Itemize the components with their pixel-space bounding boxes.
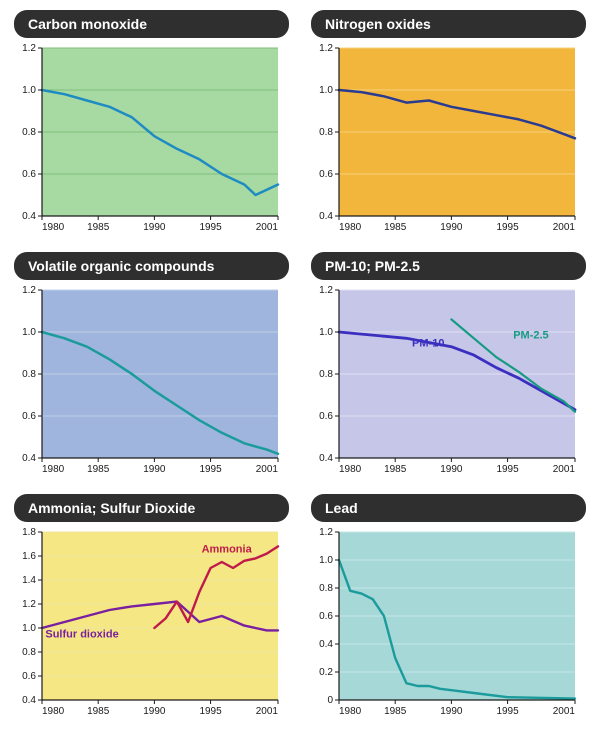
svg-text:1.0: 1.0: [319, 555, 333, 566]
svg-text:1980: 1980: [42, 464, 65, 475]
svg-text:1990: 1990: [440, 464, 463, 475]
svg-text:0.8: 0.8: [22, 369, 36, 380]
charts-grid: Carbon monoxide 0.4 0.6 0.8 1.0 1.2 1980 1985 19…: [0, 0, 600, 728]
svg-text:2001: 2001: [553, 222, 576, 233]
svg-text:1995: 1995: [496, 706, 519, 717]
svg-text:1.0: 1.0: [319, 327, 333, 338]
svg-text:0.6: 0.6: [319, 411, 333, 422]
nh3so2-chart: Sulfur dioxide Ammonia 0.4 0.6 0.8 1.0 1.2 1.4 1…: [14, 528, 284, 718]
panel-nh3so2: Ammonia; Sulfur Dioxide Sulfur dioxide Amm…: [14, 494, 289, 718]
svg-text:1985: 1985: [384, 706, 407, 717]
svg-text:0.6: 0.6: [319, 611, 333, 622]
svg-text:0.6: 0.6: [22, 169, 36, 180]
svg-text:1.2: 1.2: [22, 286, 36, 296]
svg-text:1.8: 1.8: [22, 528, 36, 538]
panel-pm: PM-10; PM-2.5 PM-10 PM-2.5 0.4 0.6 0.8 1.0 1.2 1…: [311, 252, 586, 476]
co-title: Carbon monoxide: [14, 10, 289, 38]
svg-text:1990: 1990: [143, 464, 166, 475]
svg-text:0.4: 0.4: [319, 639, 333, 650]
svg-text:1990: 1990: [143, 222, 166, 233]
svg-text:1985: 1985: [87, 222, 110, 233]
svg-text:1.4: 1.4: [22, 575, 36, 586]
svg-text:1.0: 1.0: [22, 85, 36, 96]
svg-text:1990: 1990: [440, 706, 463, 717]
svg-text:1995: 1995: [199, 706, 222, 717]
panel-nox: Nitrogen oxides 0.4 0.6 0.8 1.0 1.2 1980 1985 19…: [311, 10, 586, 234]
svg-text:0.4: 0.4: [22, 695, 36, 706]
svg-text:0.8: 0.8: [319, 583, 333, 594]
svg-text:2001: 2001: [256, 222, 279, 233]
svg-text:0.4: 0.4: [319, 211, 333, 222]
svg-text:1.2: 1.2: [319, 528, 333, 538]
svg-text:2001: 2001: [553, 464, 576, 475]
voc-chart: 0.4 0.6 0.8 1.0 1.2 1980 1985 1990 1995 2001: [14, 286, 284, 476]
lead-title: Lead: [311, 494, 586, 522]
svg-text:1980: 1980: [42, 222, 65, 233]
svg-text:1.0: 1.0: [22, 327, 36, 338]
svg-text:1995: 1995: [496, 464, 519, 475]
svg-text:1.0: 1.0: [319, 85, 333, 96]
svg-text:0.8: 0.8: [319, 127, 333, 138]
lead-chart: 0 0.2 0.4 0.6 0.8 1.0 1.2 1980 1985 1990 1995 2001: [311, 528, 581, 718]
svg-text:0.8: 0.8: [22, 127, 36, 138]
svg-text:0.4: 0.4: [22, 211, 36, 222]
nh3so2-label-sulfur-dioxide: Sulfur dioxide: [45, 629, 118, 641]
svg-text:1990: 1990: [143, 706, 166, 717]
svg-text:0.6: 0.6: [22, 411, 36, 422]
svg-text:0.6: 0.6: [22, 671, 36, 682]
svg-text:1.6: 1.6: [22, 551, 36, 562]
svg-text:1985: 1985: [384, 222, 407, 233]
pm-label-pm-10: PM-10: [412, 338, 444, 350]
svg-text:1.2: 1.2: [319, 286, 333, 296]
nh3so2-label-ammonia: Ammonia: [202, 543, 253, 555]
panel-lead: Lead 0 0.2 0.4 0.6 0.8 1.0 1.2 1980 1985 1990 1995 2…: [311, 494, 586, 718]
svg-text:0.4: 0.4: [319, 453, 333, 464]
svg-text:2001: 2001: [553, 706, 576, 717]
svg-text:1980: 1980: [339, 464, 362, 475]
nh3so2-title: Ammonia; Sulfur Dioxide: [14, 494, 289, 522]
svg-text:1980: 1980: [339, 706, 362, 717]
nox-chart: 0.4 0.6 0.8 1.0 1.2 1980 1985 1990 1995 2001: [311, 44, 581, 234]
svg-text:1.2: 1.2: [319, 44, 333, 54]
svg-text:0.4: 0.4: [22, 453, 36, 464]
voc-title: Volatile organic compounds: [14, 252, 289, 280]
svg-text:1985: 1985: [87, 706, 110, 717]
svg-text:0.6: 0.6: [319, 169, 333, 180]
svg-text:1985: 1985: [384, 464, 407, 475]
svg-text:1995: 1995: [199, 222, 222, 233]
svg-text:1985: 1985: [87, 464, 110, 475]
nox-title: Nitrogen oxides: [311, 10, 586, 38]
svg-text:1.0: 1.0: [22, 623, 36, 634]
svg-text:0.8: 0.8: [22, 647, 36, 658]
svg-text:0.8: 0.8: [319, 369, 333, 380]
svg-text:1980: 1980: [339, 222, 362, 233]
svg-text:1.2: 1.2: [22, 44, 36, 54]
svg-text:0.2: 0.2: [319, 667, 333, 678]
pm-label-pm-2.5: PM-2.5: [513, 329, 548, 341]
panel-voc: Volatile organic compounds 0.4 0.6 0.8 1.0 1.…: [14, 252, 289, 476]
svg-text:1995: 1995: [199, 464, 222, 475]
panel-co: Carbon monoxide 0.4 0.6 0.8 1.0 1.2 1980 1985 19…: [14, 10, 289, 234]
co-chart: 0.4 0.6 0.8 1.0 1.2 1980 1985 1990 1995 2001: [14, 44, 284, 234]
svg-text:2001: 2001: [256, 706, 279, 717]
svg-text:2001: 2001: [256, 464, 279, 475]
svg-text:1980: 1980: [42, 706, 65, 717]
pm-chart: PM-10 PM-2.5 0.4 0.6 0.8 1.0 1.2 1980 1985 1990 19…: [311, 286, 581, 476]
svg-text:1995: 1995: [496, 222, 519, 233]
svg-text:1990: 1990: [440, 222, 463, 233]
svg-text:1.2: 1.2: [22, 599, 36, 610]
svg-text:0: 0: [327, 695, 333, 706]
pm-title: PM-10; PM-2.5: [311, 252, 586, 280]
